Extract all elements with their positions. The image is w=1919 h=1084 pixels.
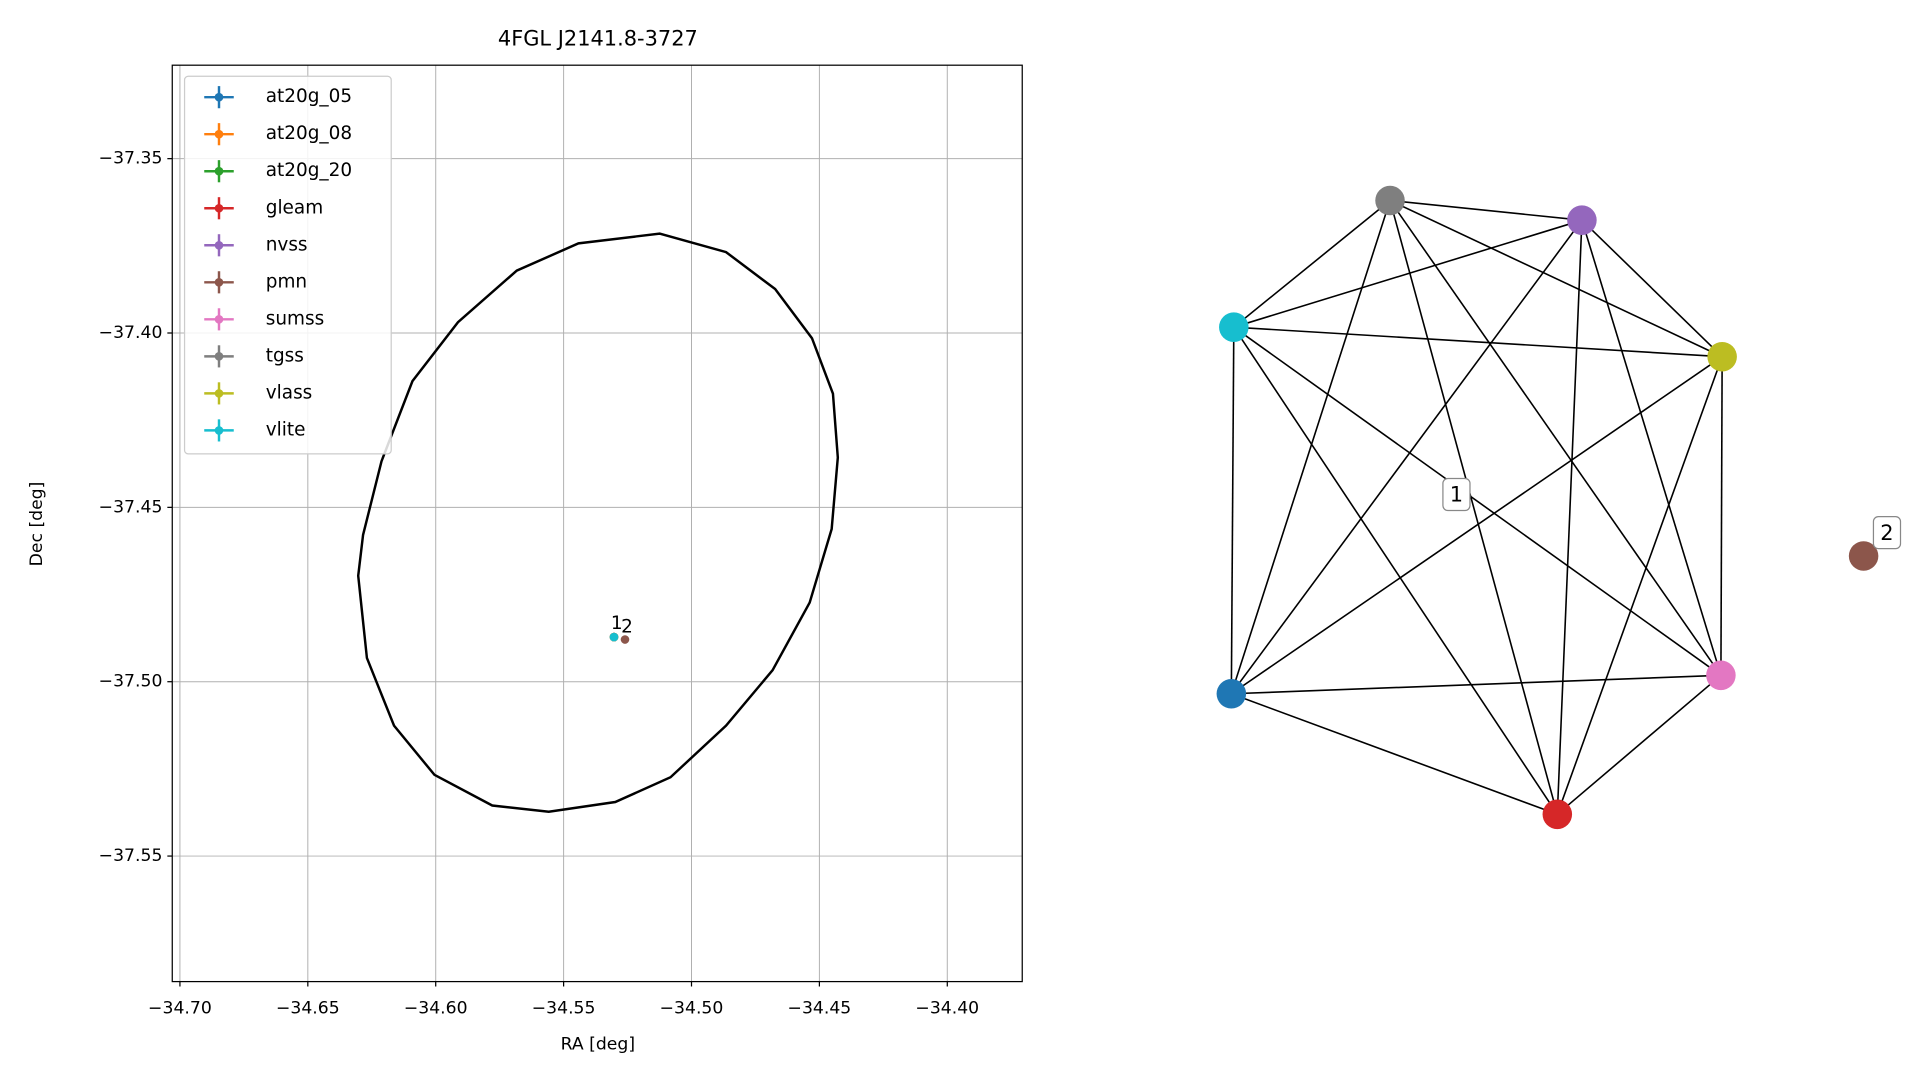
graph-node — [1848, 541, 1879, 571]
graph-node — [1219, 312, 1249, 342]
x-axis-label: RA [deg] — [561, 1034, 635, 1054]
graph-edge — [1389, 199, 1723, 358]
graph-edge — [1231, 674, 1721, 695]
legend-marker — [214, 426, 224, 435]
group-label-box — [1872, 516, 1902, 550]
graph-node — [1542, 799, 1573, 830]
legend-box — [183, 75, 392, 455]
graph-edge — [1556, 356, 1723, 815]
error-ellipse — [356, 232, 840, 814]
graph-node — [1707, 341, 1737, 372]
legend-label: sumss — [266, 308, 324, 329]
x-tick-label: −34.45 — [788, 999, 852, 1019]
graph-edge — [1389, 200, 1559, 815]
legend-marker — [214, 129, 224, 139]
group-label: 1 — [1450, 483, 1463, 507]
legend-label: at20g_05 — [266, 86, 352, 107]
legend-marker — [214, 277, 224, 287]
graph-node — [1375, 185, 1405, 216]
graph-edge — [1233, 219, 1583, 328]
graph-edge — [1230, 356, 1723, 695]
graph-edge — [1230, 327, 1235, 694]
annotation: 2 — [621, 617, 633, 638]
graph-edge — [1389, 199, 1582, 221]
graph-edge — [1230, 219, 1583, 695]
graph-edge — [1556, 220, 1583, 815]
y-tick-label: −37.55 — [99, 846, 163, 866]
y-tick-label: −37.40 — [99, 323, 163, 343]
x-tick-label: −34.40 — [915, 999, 979, 1019]
legend-marker — [214, 389, 224, 398]
data-point — [620, 635, 630, 644]
legend-label: nvss — [266, 234, 308, 255]
legend-label: gleam — [266, 197, 323, 218]
legend-label: pmn — [266, 271, 307, 292]
legend-marker — [214, 315, 224, 324]
x-tick-label: −34.70 — [148, 999, 212, 1019]
y-tick-label: −37.50 — [99, 672, 163, 692]
x-tick-label: −34.65 — [276, 999, 340, 1019]
legend-label: vlite — [266, 419, 306, 440]
x-tick-label: −34.60 — [404, 999, 468, 1019]
x-tick-label: −34.50 — [660, 999, 724, 1019]
graph-edge — [1720, 356, 1723, 676]
legend-label: at20g_08 — [266, 123, 352, 144]
legend-marker — [214, 92, 224, 102]
legend-label: vlass — [266, 382, 313, 403]
graph-edge — [1556, 674, 1722, 815]
plot-frame — [171, 64, 1023, 983]
x-tick-label: −34.55 — [532, 999, 596, 1019]
graph-edge — [1233, 326, 1558, 815]
graph-edge — [1231, 693, 1558, 816]
legend-marker — [214, 352, 224, 361]
graph-node — [1216, 678, 1247, 709]
graph-edge — [1389, 200, 1722, 676]
graph-edge — [1233, 326, 1722, 676]
y-tick-label: −37.35 — [99, 149, 163, 169]
graph-edge — [1233, 326, 1723, 358]
y-tick-label: −37.45 — [99, 497, 163, 517]
group-label: 2 — [1880, 521, 1893, 545]
y-axis-label: Dec [deg] — [27, 482, 47, 567]
graph-node — [1706, 660, 1736, 691]
legend-label: at20g_20 — [266, 160, 352, 181]
legend-marker — [214, 240, 224, 250]
legend-label: tgss — [266, 345, 304, 366]
graph-edge — [1581, 219, 1722, 676]
graph-edge — [1581, 219, 1723, 358]
legend-marker — [214, 203, 224, 213]
legend-marker — [214, 166, 224, 176]
chart-title: 4FGL J2141.8-3727 — [498, 26, 698, 50]
graph-edge — [1233, 199, 1391, 328]
graph-edge — [1230, 200, 1391, 695]
data-point — [609, 632, 619, 642]
graph-node — [1567, 205, 1597, 235]
annotation: 1 — [611, 613, 623, 634]
group-label-box — [1442, 477, 1471, 512]
